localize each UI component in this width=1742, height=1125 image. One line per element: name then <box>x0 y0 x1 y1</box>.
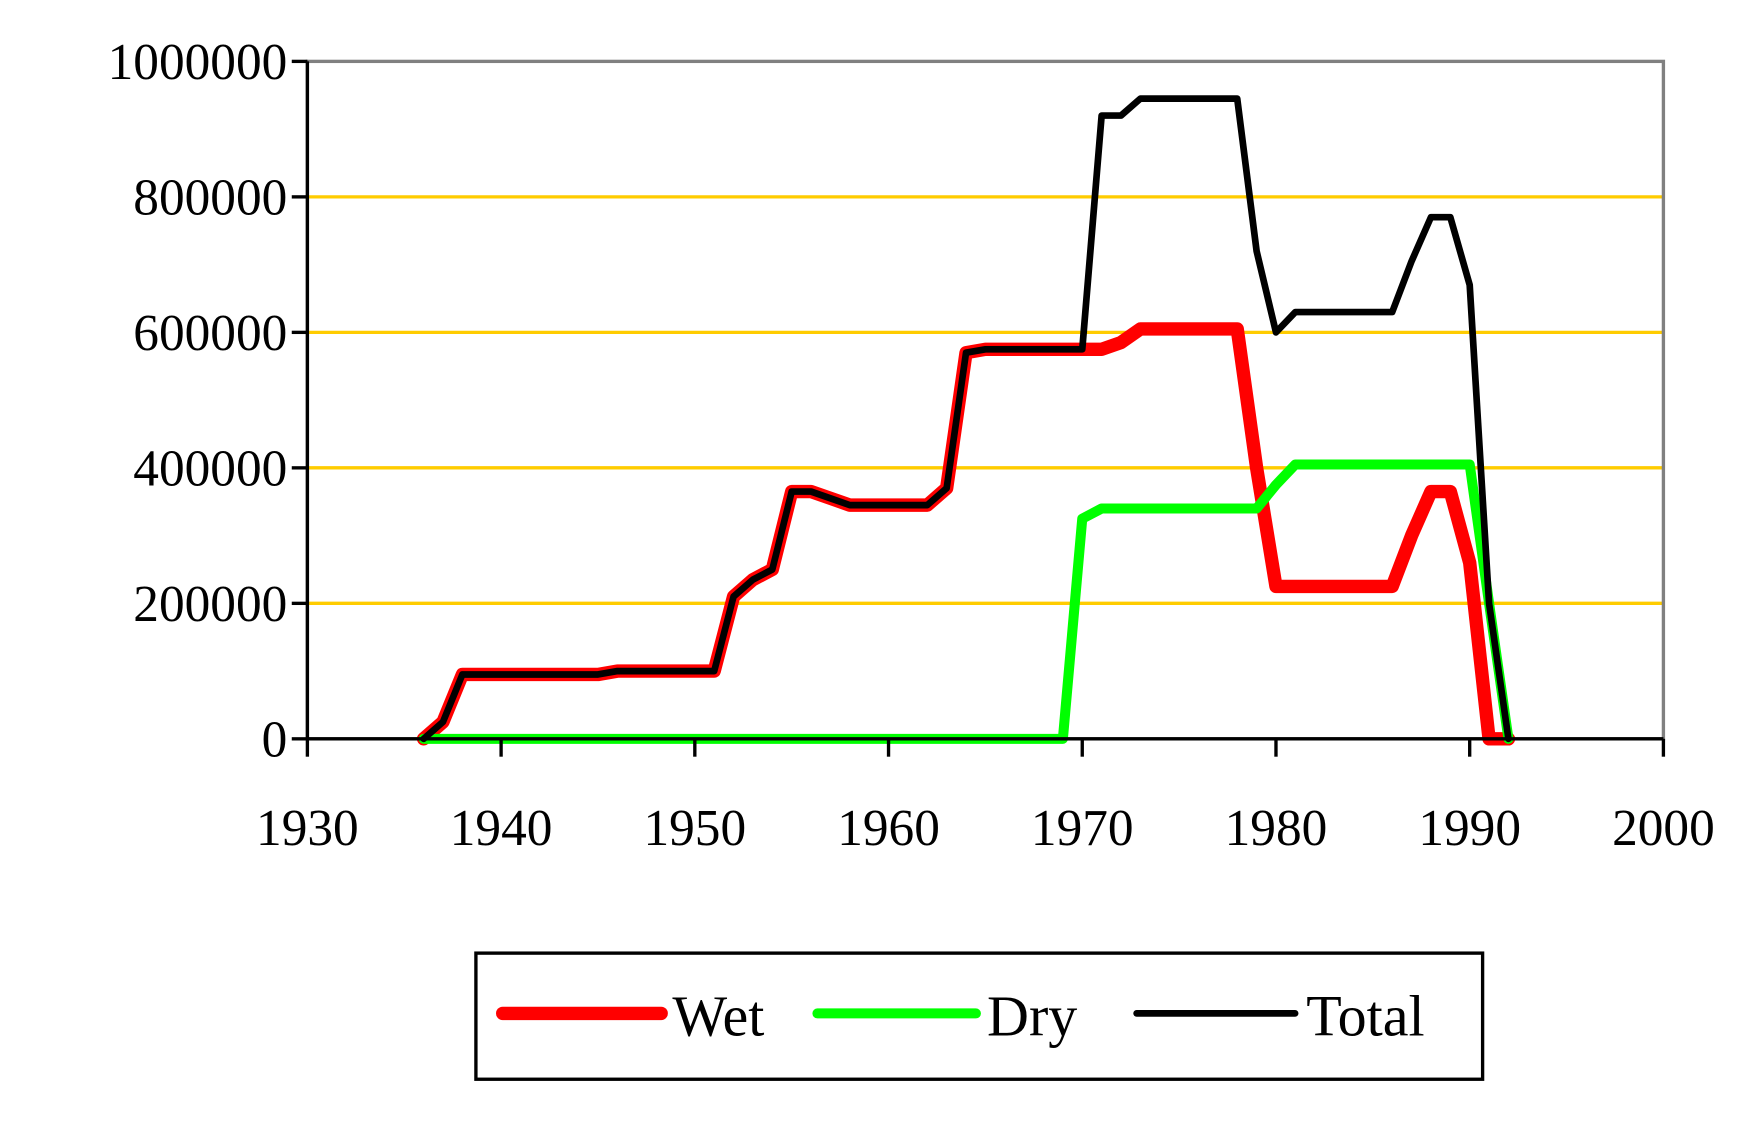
plot-area-border <box>305 59 1666 741</box>
series-line-total <box>420 95 1512 743</box>
axes: 0 200000 400000 600000 800000 1000000 1930 1940… <box>108 34 1715 857</box>
x-tick-label: 1970 <box>1031 800 1134 857</box>
series-line-dry <box>418 459 1514 744</box>
legend: Wet Dry Total <box>474 951 1485 1081</box>
y-tick-label: 1000000 <box>108 34 288 91</box>
y-tick-label: 800000 <box>133 170 287 227</box>
series-lines <box>416 95 1516 746</box>
x-tick-label: 1990 <box>1418 800 1521 857</box>
x-tick-label: 1950 <box>643 800 746 857</box>
y-tick-label: 600000 <box>133 305 287 362</box>
legend-label-dry: Dry <box>987 984 1077 1049</box>
legend-label-total: Total <box>1306 984 1424 1049</box>
legend-label-wet: Wet <box>672 984 764 1049</box>
y-tick-label: 400000 <box>133 441 287 498</box>
y-tick-label: 200000 <box>133 576 287 633</box>
x-tick-label: 1980 <box>1225 800 1328 857</box>
x-tick-label: 1930 <box>256 800 359 857</box>
y-tick-label: 0 <box>262 712 288 769</box>
x-tick-label: 1960 <box>837 800 940 857</box>
x-tick-label: 2000 <box>1612 800 1715 857</box>
x-tick-label: 1940 <box>450 800 553 857</box>
